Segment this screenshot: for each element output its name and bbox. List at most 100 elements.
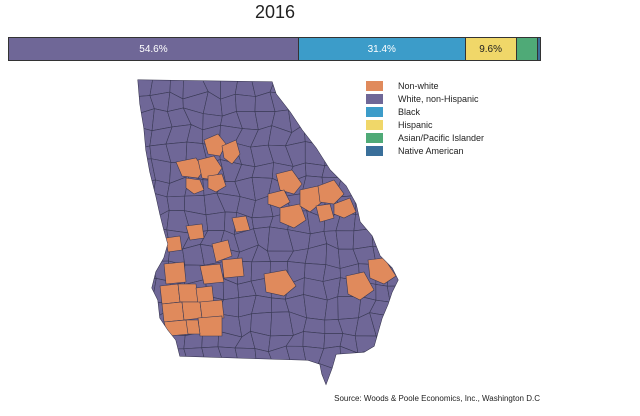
county xyxy=(405,329,425,354)
legend-swatch xyxy=(366,94,383,104)
county xyxy=(371,228,396,250)
map-legend: Non-white White, non-Hispanic Black Hispani… xyxy=(366,80,484,158)
county xyxy=(375,334,394,352)
county-nonwhite-majority xyxy=(221,139,241,165)
county xyxy=(223,365,242,384)
county-nonwhite-majority xyxy=(197,315,223,337)
county xyxy=(321,163,345,178)
county xyxy=(404,295,425,319)
county-nonwhite-majority xyxy=(199,299,225,319)
bar-segment-label: 31.4% xyxy=(367,43,396,55)
county xyxy=(390,328,398,355)
county-nonwhite-majority xyxy=(367,257,397,285)
county xyxy=(234,93,256,112)
county xyxy=(388,362,398,384)
county xyxy=(302,331,326,349)
county xyxy=(254,365,275,384)
legend-label: Non-white xyxy=(398,81,439,91)
county-nonwhite-majority xyxy=(211,239,233,263)
county xyxy=(337,296,362,320)
county xyxy=(138,212,158,233)
county xyxy=(405,214,425,232)
county xyxy=(409,200,425,214)
county-nonwhite-majority xyxy=(345,271,375,301)
county xyxy=(342,90,362,117)
county xyxy=(319,91,343,116)
legend-swatch xyxy=(366,133,383,143)
county xyxy=(239,367,258,384)
county-nonwhite-majority xyxy=(333,197,357,219)
bar-segment-black: 31.4% xyxy=(298,38,466,60)
county xyxy=(389,194,398,218)
county-nonwhite-majority xyxy=(263,269,297,297)
county xyxy=(234,80,256,97)
county xyxy=(388,248,398,268)
county xyxy=(319,109,343,132)
county-nonwhite-majority xyxy=(207,173,227,193)
legend-item: White, non-Hispanic xyxy=(366,93,484,105)
county xyxy=(386,285,398,303)
legend-label: Native American xyxy=(398,146,464,156)
county xyxy=(138,349,154,366)
population-share-bar: 54.6% 31.4% 9.6% xyxy=(8,37,541,61)
county xyxy=(320,80,343,94)
county xyxy=(405,232,425,250)
county xyxy=(304,141,326,166)
county xyxy=(405,162,425,179)
county-nonwhite-majority xyxy=(159,283,181,305)
county xyxy=(166,195,186,212)
county-nonwhite-majority xyxy=(185,223,205,241)
county-nonwhite-majority xyxy=(197,155,223,181)
county xyxy=(303,109,321,132)
county-nonwhite-majority xyxy=(267,189,291,209)
county xyxy=(341,126,362,149)
county xyxy=(234,347,258,372)
legend-item: Asian/Pacific Islander xyxy=(366,132,484,144)
county-nonwhite-majority xyxy=(279,203,307,229)
county xyxy=(352,228,374,250)
county xyxy=(206,365,225,384)
county-nonwhite-majority xyxy=(315,203,335,223)
county xyxy=(358,162,378,182)
county xyxy=(389,315,398,336)
county xyxy=(354,177,379,200)
legend-label: Asian/Pacific Islander xyxy=(398,133,485,143)
county xyxy=(390,231,398,250)
county xyxy=(324,144,345,166)
county xyxy=(138,362,157,384)
bar-segment-asian-pacific-islander xyxy=(516,38,539,60)
county xyxy=(138,317,157,338)
county xyxy=(138,243,152,262)
county xyxy=(303,80,322,96)
county xyxy=(183,363,208,384)
county xyxy=(357,348,379,370)
bar-segment-native-american xyxy=(538,38,540,60)
county-nonwhite-majority xyxy=(231,215,251,233)
county xyxy=(149,243,171,262)
legend-swatch xyxy=(366,81,383,91)
county xyxy=(138,260,157,282)
county-nonwhite-majority xyxy=(275,169,303,195)
county xyxy=(341,144,362,165)
county xyxy=(406,264,425,285)
county-nonwhite-majority xyxy=(177,283,199,303)
county xyxy=(289,80,306,96)
county xyxy=(405,179,425,201)
county xyxy=(376,161,391,184)
county xyxy=(371,194,392,218)
county xyxy=(405,250,425,266)
county xyxy=(386,164,398,184)
county xyxy=(304,162,326,178)
county xyxy=(303,91,322,115)
bar-segment-label: 54.6% xyxy=(139,43,168,55)
county xyxy=(353,364,378,384)
legend-label: White, non-Hispanic xyxy=(398,94,479,104)
county xyxy=(369,368,393,384)
county xyxy=(205,211,226,231)
county-nonwhite-majority xyxy=(181,301,203,321)
county xyxy=(152,362,168,384)
county xyxy=(405,350,425,364)
county-nonwhite-majority xyxy=(185,177,205,195)
county xyxy=(389,213,398,233)
